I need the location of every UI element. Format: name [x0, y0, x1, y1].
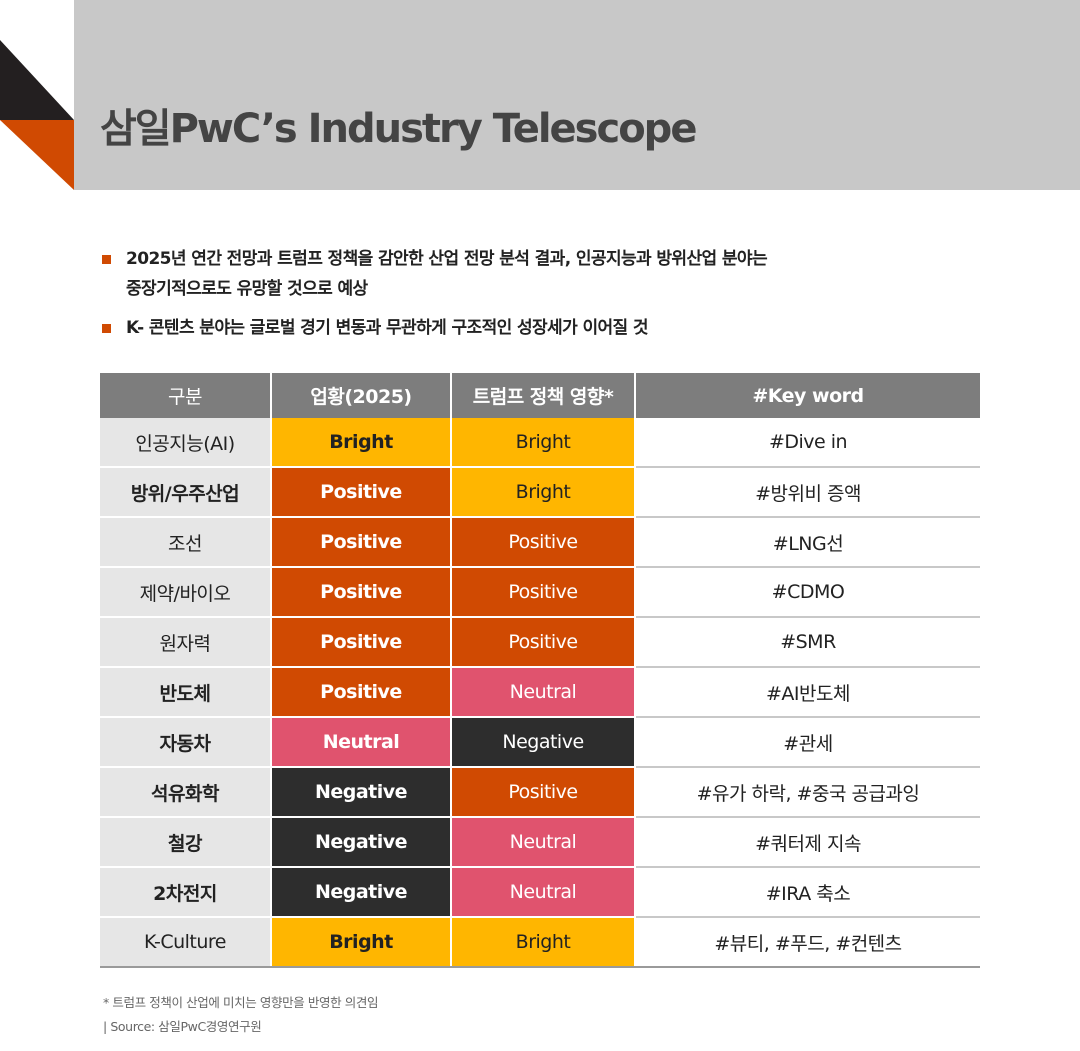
outlook-cell: Positive — [271, 617, 452, 668]
corner-logo-shape — [0, 0, 74, 190]
keyword-cell: #방위비 증액 — [635, 467, 980, 518]
category-cell: 방위/우주산업 — [100, 467, 272, 518]
outlook-cell: Positive — [271, 467, 452, 518]
industry-outlook-table: 구분 업황(2025) 트럼프 정책 영향* #Key word 인공지능(AI… — [100, 373, 980, 968]
bullet-line: 중장기적으로도 유망할 것으로 예상 — [126, 279, 368, 299]
policy-impact-cell: Positive — [451, 617, 636, 668]
footnote: * 트럼프 정책이 산업에 미치는 영향만을 반영한 의견임 — [103, 995, 379, 1010]
table-row: 원자력 Positive Positive #SMR — [100, 617, 980, 668]
bullet-item: 2025년 연간 전망과 트럼프 정책을 감안한 산업 전망 분석 결과, 인공… — [102, 244, 1002, 304]
header-banner — [0, 0, 1080, 190]
table-row: K-Culture Bright Bright #뷰티, #푸드, #컨텐츠 — [100, 917, 980, 968]
category-cell: K-Culture — [100, 917, 272, 968]
outlook-cell: Positive — [271, 517, 452, 568]
category-cell: 제약/바이오 — [100, 567, 272, 618]
policy-impact-cell: Neutral — [451, 817, 636, 868]
header-policy-impact: 트럼프 정책 영향* — [451, 373, 636, 418]
outlook-cell: Negative — [271, 867, 452, 918]
bullet-line: 2025년 연간 전망과 트럼프 정책을 감안한 산업 전망 분석 결과, 인공… — [126, 249, 768, 269]
policy-impact-cell: Neutral — [451, 867, 636, 918]
keyword-cell: #Dive in — [635, 418, 980, 468]
bullet-line: K- 콘텐츠 분야는 글로벌 경기 변동과 무관하게 구조적인 성장세가 이어질… — [126, 318, 649, 338]
keyword-cell: #유가 하락, #중국 공급과잉 — [635, 767, 980, 818]
keyword-cell: #IRA 축소 — [635, 867, 980, 918]
outlook-cell: Neutral — [271, 717, 452, 768]
policy-impact-cell: Neutral — [451, 667, 636, 718]
header-keyword: #Key word — [635, 373, 980, 418]
table-row: 방위/우주산업 Positive Bright #방위비 증액 — [100, 467, 980, 518]
table-row: 석유화학 Negative Positive #유가 하락, #중국 공급과잉 — [100, 767, 980, 818]
bullet-item: K- 콘텐츠 분야는 글로벌 경기 변동과 무관하게 구조적인 성장세가 이어질… — [102, 313, 1002, 343]
category-cell: 조선 — [100, 517, 272, 568]
table-row: 철강 Negative Neutral #쿼터제 지속 — [100, 817, 980, 868]
outlook-cell: Negative — [271, 817, 452, 868]
keyword-cell: #CDMO — [635, 567, 980, 618]
table-row: 반도체 Positive Neutral #AI반도체 — [100, 667, 980, 718]
summary-bullets: 2025년 연간 전망과 트럼프 정책을 감안한 산업 전망 분석 결과, 인공… — [102, 244, 1002, 352]
policy-impact-cell: Positive — [451, 567, 636, 618]
keyword-cell: #관세 — [635, 717, 980, 768]
outlook-cell: Bright — [271, 418, 452, 468]
table-header-row: 구분 업황(2025) 트럼프 정책 영향* #Key word — [100, 373, 980, 418]
outlook-cell: Positive — [271, 667, 452, 718]
page-title: 삼일PwC’s Industry Telescope — [100, 106, 697, 152]
table-row: 제약/바이오 Positive Positive #CDMO — [100, 567, 980, 618]
policy-impact-cell: Positive — [451, 767, 636, 818]
table-row: 2차전지 Negative Neutral #IRA 축소 — [100, 867, 980, 918]
table-row: 조선 Positive Positive #LNG선 — [100, 517, 980, 568]
category-cell: 철강 — [100, 817, 272, 868]
outlook-cell: Bright — [271, 917, 452, 968]
category-cell: 자동차 — [100, 717, 272, 768]
policy-impact-cell: Negative — [451, 717, 636, 768]
policy-impact-cell: Bright — [451, 418, 636, 468]
header-outlook: 업황(2025) — [271, 373, 452, 418]
policy-impact-cell: Bright — [451, 917, 636, 968]
bullet-square-icon — [102, 324, 111, 333]
category-cell: 원자력 — [100, 617, 272, 668]
outlook-cell: Negative — [271, 767, 452, 818]
keyword-cell: #쿼터제 지속 — [635, 817, 980, 868]
policy-impact-cell: Positive — [451, 517, 636, 568]
keyword-cell: #SMR — [635, 617, 980, 668]
keyword-cell: #뷰티, #푸드, #컨텐츠 — [635, 917, 980, 968]
header-category: 구분 — [100, 373, 272, 418]
category-cell: 석유화학 — [100, 767, 272, 818]
bullet-square-icon — [102, 255, 111, 264]
policy-impact-cell: Bright — [451, 467, 636, 518]
keyword-cell: #LNG선 — [635, 517, 980, 568]
category-cell: 2차전지 — [100, 867, 272, 918]
table-row: 자동차 Neutral Negative #관세 — [100, 717, 980, 768]
category-cell: 인공지능(AI) — [100, 418, 272, 468]
table-row: 인공지능(AI) Bright Bright #Dive in — [100, 418, 980, 468]
source-note: | Source: 삼일PwC경영연구원 — [103, 1019, 262, 1034]
keyword-cell: #AI반도체 — [635, 667, 980, 718]
category-cell: 반도체 — [100, 667, 272, 718]
outlook-cell: Positive — [271, 567, 452, 618]
